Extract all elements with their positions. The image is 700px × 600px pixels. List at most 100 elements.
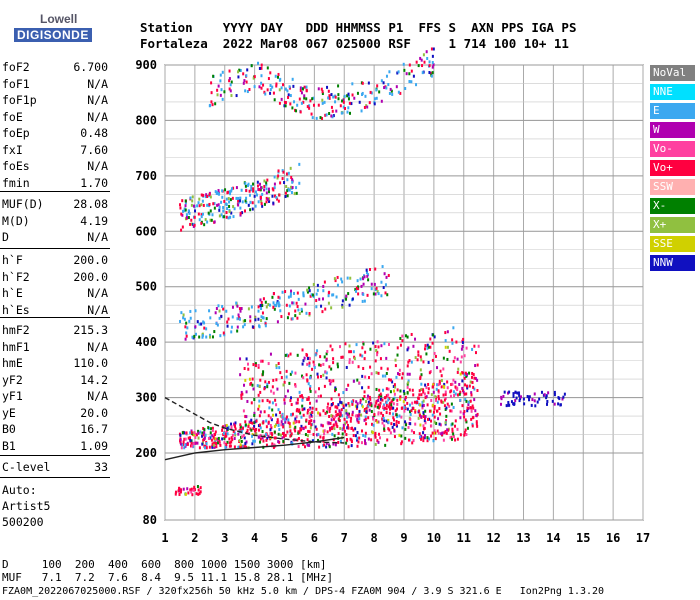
echo-point-spread-f [361, 386, 364, 390]
echo-point-spread-f [275, 413, 278, 417]
echo-point-o-trace-f [205, 446, 208, 450]
echo-point-o-trace-f [211, 426, 214, 430]
echo-point-o-trace-f [227, 425, 230, 429]
echo-point-2f [288, 304, 291, 308]
echo-point-spread-f [378, 404, 381, 408]
echo-point-o-trace-f [221, 428, 224, 432]
param-key: C-level [2, 460, 51, 474]
echo-point-o-trace-f [279, 433, 282, 437]
echo-point-3f [227, 197, 230, 201]
echo-point-3f [226, 207, 229, 211]
echo-point-o-trace-f [454, 424, 457, 428]
echo-point-2f [272, 305, 275, 309]
echo-point-o-trace-f [192, 442, 195, 446]
echo-point-spread-f [315, 399, 318, 403]
echo-point-spread-f [324, 411, 327, 415]
echo-point-2f [349, 276, 352, 280]
echo-point-spread-f [264, 380, 267, 384]
echo-point-spread-f [412, 406, 415, 410]
echo-point-4f [219, 73, 222, 77]
echo-point-spread-f [351, 410, 354, 414]
legend-item-e: E [650, 103, 695, 119]
echo-point-spread-f [446, 330, 449, 334]
echo-point-o-trace-f [467, 403, 470, 407]
echo-point-o-trace-f [409, 410, 412, 414]
echo-point-far [545, 394, 548, 398]
echo-point-o-trace-f [388, 428, 391, 432]
echo-point-spread-f [424, 409, 427, 413]
param-value: 28.08 [73, 197, 108, 211]
echo-point-2f [260, 315, 263, 319]
echo-point-spread-f [362, 366, 365, 370]
echo-point-2f [366, 293, 369, 297]
echo-point-4f [286, 89, 289, 93]
echo-point-spread-f [284, 353, 287, 357]
x-tick-label: 8 [371, 531, 378, 545]
echo-point-o-trace-f [431, 383, 434, 387]
echo-point-o-trace-f [242, 434, 245, 438]
echo-point-2f [231, 305, 234, 309]
echo-point-4f [391, 92, 394, 96]
echo-point-4f [363, 105, 366, 109]
echo-point-4f [375, 88, 378, 92]
echo-point-o-trace-f [360, 413, 363, 417]
echo-point-o-trace-f [222, 431, 225, 435]
echo-point-4f [263, 90, 266, 94]
echo-point-spread-f [325, 371, 328, 375]
echo-point-o-trace-f [433, 429, 436, 433]
echo-point-o-trace-f [397, 420, 400, 424]
echo-point-4f [351, 82, 354, 86]
echo-point-o-trace-f [277, 432, 280, 436]
echo-point-o-trace-f [383, 419, 386, 423]
echo-point-3f [217, 189, 220, 193]
echo-point-2f [290, 289, 293, 293]
echo-point-spread-f [329, 344, 332, 348]
param-row-fof2: foF2 6.700 [2, 60, 108, 76]
echo-point-spread-f [256, 384, 259, 388]
echo-point-low [192, 488, 195, 492]
echo-point-spread-f [377, 398, 380, 402]
param-row-fof1p: foF1p N/A [2, 93, 108, 109]
echo-point-spread-f [245, 357, 248, 361]
echo-point-spread-f [259, 390, 262, 394]
echo-point-o-trace-f [356, 436, 359, 440]
echo-point-o-trace-f [230, 425, 233, 429]
echo-point-spread-f [327, 402, 330, 406]
echo-point-3f [257, 200, 260, 204]
echo-point-spread-f [258, 414, 261, 418]
echo-point-o-trace-f [454, 419, 457, 423]
echo-point-2f [231, 315, 234, 319]
echo-point-3f [249, 200, 252, 204]
echo-point-4f [257, 61, 260, 65]
echo-point-4f [269, 88, 272, 92]
echo-point-far [507, 403, 510, 407]
echo-point-4f [405, 72, 408, 76]
echo-point-3f [198, 197, 201, 201]
echo-point-4f [428, 60, 431, 64]
echo-point-2f [240, 307, 243, 311]
echo-point-spread-f [367, 394, 370, 398]
echo-point-spread-f [290, 403, 293, 407]
echo-point-spread-f [423, 416, 426, 420]
echo-point-4f [431, 71, 434, 75]
echo-point-spread-f [457, 367, 460, 371]
param-row-hmf1: hmF1 N/A [2, 340, 108, 356]
echo-point-o-trace-f [329, 428, 332, 432]
echo-point-4f [431, 65, 434, 69]
echo-point-spread-f [254, 364, 257, 368]
echo-point-spread-f [418, 409, 421, 413]
echo-point-spread-f [289, 399, 292, 403]
echo-point-2f [362, 292, 365, 296]
echo-point-spread-f [240, 396, 243, 400]
echo-point-spread-f [311, 410, 314, 414]
echo-point-2f [215, 321, 218, 325]
echo-point-o-trace-f [375, 419, 378, 423]
echo-point-3f [241, 211, 244, 215]
echo-point-o-trace-f [446, 380, 449, 384]
echo-point-o-trace-f [370, 402, 373, 406]
echo-point-2f [208, 309, 211, 313]
echo-point-2f [273, 307, 276, 311]
param-key: h`F2 [2, 269, 30, 284]
echo-point-o-trace-f [425, 395, 428, 399]
echo-point-4f [367, 81, 370, 85]
